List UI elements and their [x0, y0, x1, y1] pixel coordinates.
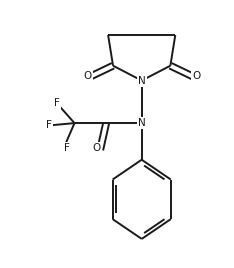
Text: O: O	[192, 70, 200, 81]
Text: F: F	[46, 120, 52, 130]
Text: O: O	[92, 143, 100, 153]
Text: F: F	[54, 98, 60, 108]
Text: F: F	[64, 143, 69, 153]
Text: N: N	[138, 118, 146, 128]
Text: O: O	[83, 70, 91, 81]
Text: N: N	[138, 76, 146, 85]
